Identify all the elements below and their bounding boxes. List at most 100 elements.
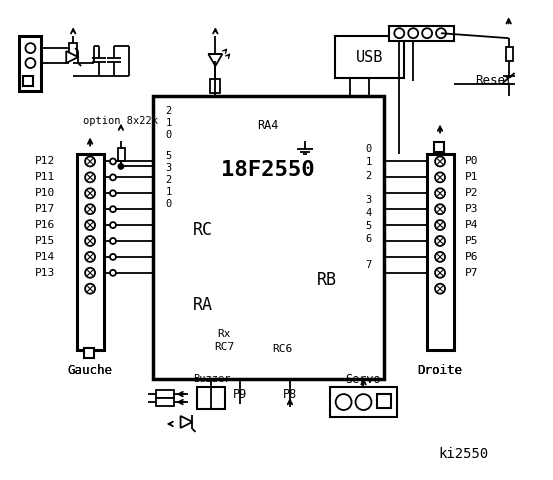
Circle shape (356, 394, 372, 410)
Text: RB: RB (317, 271, 337, 289)
Text: RC: RC (192, 221, 212, 239)
Text: Rx: Rx (217, 329, 231, 339)
Circle shape (110, 174, 116, 180)
Text: P8: P8 (283, 388, 297, 401)
Polygon shape (181, 416, 192, 428)
Circle shape (85, 220, 95, 230)
Circle shape (408, 28, 418, 38)
Circle shape (435, 252, 445, 262)
Text: 1: 1 (366, 157, 372, 168)
Polygon shape (66, 51, 78, 63)
Text: 5: 5 (366, 221, 372, 231)
Text: Droite: Droite (418, 364, 462, 377)
Circle shape (435, 204, 445, 214)
Bar (118, 147, 125, 161)
Text: USB: USB (356, 49, 383, 65)
Circle shape (85, 172, 95, 182)
Text: P12: P12 (35, 156, 55, 167)
Text: 3: 3 (366, 195, 372, 205)
Circle shape (436, 28, 446, 38)
Circle shape (85, 156, 95, 167)
Text: Gauche: Gauche (67, 364, 113, 377)
Circle shape (422, 28, 432, 38)
Circle shape (25, 58, 35, 68)
Text: P11: P11 (35, 172, 55, 182)
Bar (505, 47, 513, 61)
Bar (330, 387, 397, 417)
Bar (19, 36, 41, 91)
Bar (84, 348, 94, 358)
Polygon shape (208, 54, 222, 66)
Bar (434, 142, 444, 152)
Text: P13: P13 (35, 268, 55, 278)
Text: 2: 2 (165, 106, 172, 116)
Text: P15: P15 (35, 236, 55, 246)
Text: Droite: Droite (418, 364, 462, 377)
Bar (335, 36, 404, 78)
Bar (377, 394, 392, 408)
Circle shape (435, 220, 445, 230)
Text: 0: 0 (165, 199, 172, 209)
Circle shape (110, 270, 116, 276)
Text: P3: P3 (465, 204, 478, 214)
Text: 5: 5 (165, 152, 172, 161)
Text: RC6: RC6 (272, 344, 292, 354)
Circle shape (110, 206, 116, 212)
Text: P1: P1 (465, 172, 478, 182)
Circle shape (85, 284, 95, 294)
Text: P9: P9 (233, 388, 247, 401)
Text: Reset: Reset (475, 74, 513, 87)
Circle shape (110, 190, 116, 196)
Text: Droite: Droite (418, 364, 462, 377)
Bar (156, 390, 174, 398)
Text: 1: 1 (165, 187, 172, 197)
Bar (77, 154, 104, 350)
Text: P16: P16 (35, 220, 55, 230)
Circle shape (85, 236, 95, 246)
Text: P7: P7 (465, 268, 478, 278)
Circle shape (435, 236, 445, 246)
Text: P14: P14 (35, 252, 55, 262)
Text: P6: P6 (465, 252, 478, 262)
Text: 3: 3 (165, 163, 172, 173)
Circle shape (25, 43, 35, 53)
Circle shape (118, 164, 123, 169)
Bar (23, 76, 33, 86)
Text: 18F2550: 18F2550 (221, 160, 315, 180)
Text: Gauche: Gauche (67, 364, 113, 377)
Circle shape (110, 254, 116, 260)
Text: RA: RA (192, 296, 212, 313)
Bar (69, 43, 77, 57)
Text: RA4: RA4 (257, 119, 279, 132)
Text: P5: P5 (465, 236, 478, 246)
Circle shape (85, 188, 95, 198)
Text: P17: P17 (35, 204, 55, 214)
Circle shape (336, 394, 352, 410)
Text: Servo: Servo (346, 372, 382, 386)
Bar (197, 387, 225, 409)
Text: P0: P0 (465, 156, 478, 167)
Circle shape (435, 172, 445, 182)
Circle shape (435, 156, 445, 167)
Bar (210, 79, 220, 93)
Circle shape (85, 268, 95, 278)
Circle shape (435, 268, 445, 278)
Text: RC7: RC7 (214, 342, 234, 352)
Bar (427, 154, 454, 350)
Circle shape (85, 204, 95, 214)
Text: P4: P4 (465, 220, 478, 230)
Bar (153, 96, 384, 379)
Bar (156, 398, 174, 406)
Circle shape (110, 222, 116, 228)
Circle shape (110, 158, 116, 165)
Text: 0: 0 (165, 130, 172, 140)
Circle shape (435, 188, 445, 198)
Circle shape (85, 252, 95, 262)
Text: 6: 6 (366, 234, 372, 244)
Text: 7: 7 (366, 260, 372, 270)
Circle shape (110, 238, 116, 244)
Text: Buzzer: Buzzer (192, 374, 230, 384)
Text: ki2550: ki2550 (439, 447, 489, 461)
Text: 2: 2 (165, 175, 172, 185)
Text: P2: P2 (465, 188, 478, 198)
